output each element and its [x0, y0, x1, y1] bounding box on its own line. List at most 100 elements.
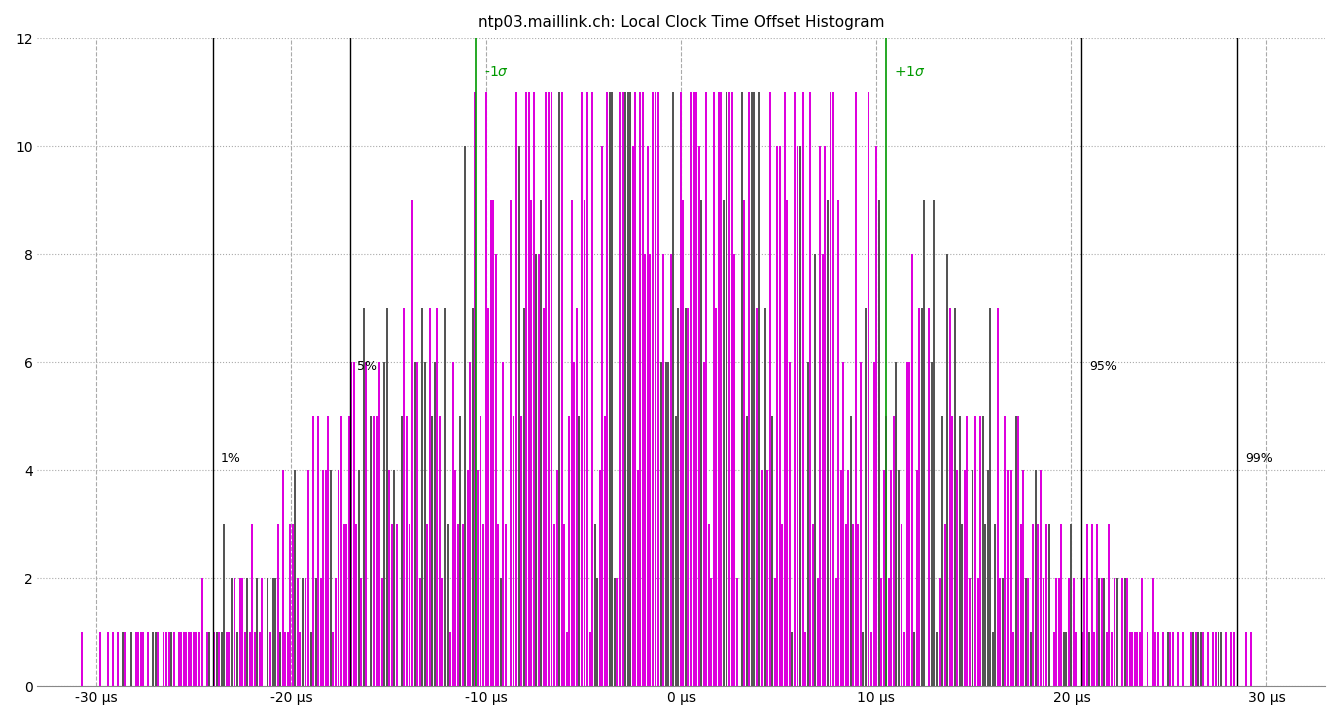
- Bar: [295, 470, 296, 686]
- Bar: [292, 524, 293, 686]
- Bar: [665, 362, 666, 686]
- Bar: [1116, 578, 1118, 686]
- Bar: [883, 470, 884, 686]
- Bar: [158, 632, 159, 686]
- Bar: [984, 524, 986, 686]
- Bar: [829, 92, 831, 686]
- Bar: [918, 308, 921, 686]
- Bar: [579, 416, 580, 686]
- Bar: [938, 578, 941, 686]
- Bar: [533, 92, 535, 686]
- Bar: [275, 578, 276, 686]
- Bar: [1060, 524, 1063, 686]
- Bar: [789, 362, 791, 686]
- Bar: [492, 200, 494, 686]
- Bar: [1136, 632, 1138, 686]
- Bar: [690, 92, 691, 686]
- Bar: [403, 308, 406, 686]
- Bar: [383, 362, 385, 686]
- Bar: [543, 308, 545, 686]
- Bar: [1108, 524, 1111, 686]
- Bar: [568, 416, 571, 686]
- Bar: [1190, 632, 1191, 686]
- Bar: [1207, 632, 1209, 686]
- Bar: [279, 632, 281, 686]
- Bar: [1172, 632, 1174, 686]
- Bar: [469, 362, 472, 686]
- Bar: [860, 362, 862, 686]
- Bar: [1151, 578, 1154, 686]
- Bar: [756, 308, 758, 686]
- Bar: [781, 524, 784, 686]
- Bar: [340, 416, 342, 686]
- Bar: [1213, 632, 1214, 686]
- Bar: [594, 524, 595, 686]
- Bar: [750, 92, 753, 686]
- Bar: [276, 524, 279, 686]
- Bar: [591, 92, 594, 686]
- Bar: [304, 578, 307, 686]
- Bar: [284, 632, 287, 686]
- Bar: [957, 470, 958, 686]
- Bar: [931, 362, 933, 686]
- Bar: [1147, 632, 1148, 686]
- Bar: [281, 470, 284, 686]
- Bar: [636, 470, 639, 686]
- Bar: [659, 362, 662, 686]
- Bar: [608, 92, 611, 686]
- Bar: [426, 524, 429, 686]
- Bar: [817, 578, 819, 686]
- Bar: [147, 632, 149, 686]
- Bar: [370, 416, 373, 686]
- Bar: [401, 416, 403, 686]
- Bar: [832, 92, 833, 686]
- Bar: [1177, 632, 1179, 686]
- Bar: [1065, 632, 1067, 686]
- Bar: [548, 92, 549, 686]
- Bar: [1020, 524, 1021, 686]
- Bar: [1017, 416, 1020, 686]
- Bar: [409, 524, 410, 686]
- Bar: [982, 416, 984, 686]
- Bar: [520, 416, 523, 686]
- Bar: [1014, 416, 1017, 686]
- Bar: [801, 92, 804, 686]
- Bar: [1057, 578, 1060, 686]
- Bar: [535, 254, 537, 686]
- Bar: [332, 632, 335, 686]
- Bar: [355, 524, 358, 686]
- Bar: [943, 524, 946, 686]
- Bar: [466, 470, 469, 686]
- Bar: [870, 632, 872, 686]
- Bar: [895, 362, 898, 686]
- Bar: [465, 146, 466, 686]
- Bar: [182, 632, 185, 686]
- Bar: [840, 470, 842, 686]
- Bar: [602, 146, 603, 686]
- Bar: [815, 254, 816, 686]
- Bar: [702, 362, 705, 686]
- Bar: [693, 92, 694, 686]
- Bar: [1199, 632, 1202, 686]
- Bar: [1008, 470, 1009, 686]
- Bar: [216, 632, 217, 686]
- Bar: [679, 92, 682, 686]
- Bar: [512, 416, 515, 686]
- Bar: [99, 632, 100, 686]
- Bar: [1106, 632, 1108, 686]
- Bar: [972, 470, 973, 686]
- Bar: [1225, 632, 1227, 686]
- Bar: [551, 92, 552, 686]
- Bar: [921, 308, 923, 686]
- Text: 99%: 99%: [1245, 451, 1273, 464]
- Bar: [1073, 578, 1075, 686]
- Bar: [323, 470, 324, 686]
- Bar: [961, 524, 963, 686]
- Bar: [911, 254, 913, 686]
- Bar: [898, 470, 900, 686]
- Bar: [1055, 578, 1057, 686]
- Bar: [1043, 578, 1044, 686]
- Bar: [1170, 632, 1171, 686]
- Bar: [249, 632, 251, 686]
- Bar: [511, 200, 512, 686]
